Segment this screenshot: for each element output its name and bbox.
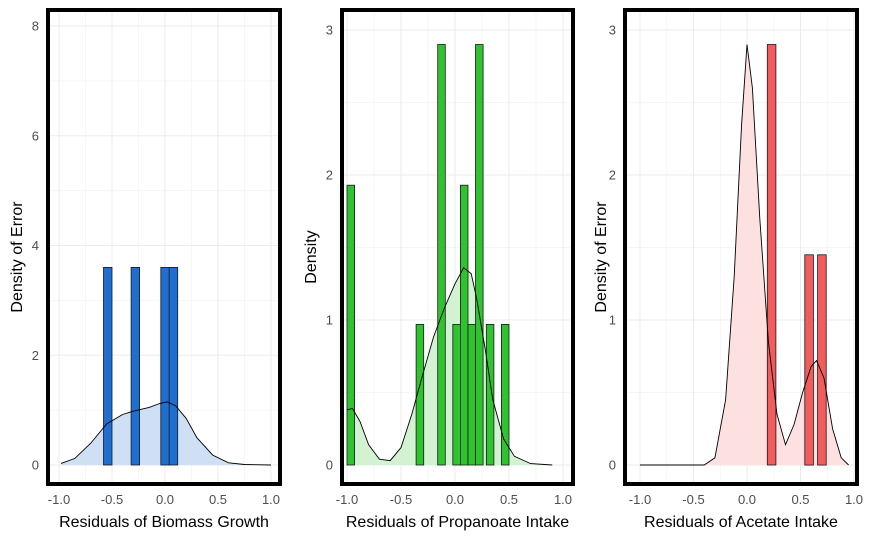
y-axis-title: Density of Error — [9, 201, 26, 313]
x-tick-label: -1.0 — [48, 492, 70, 507]
y-tick-label: 2 — [326, 168, 333, 183]
histogram-bar-6 — [467, 323, 476, 466]
histogram-bar-3 — [817, 254, 827, 466]
x-tick-label: 1.0 — [554, 492, 572, 507]
y-tick-label: 1 — [609, 313, 616, 328]
y-tick-label: 4 — [32, 238, 39, 253]
x-tick-label: -0.5 — [682, 492, 704, 507]
y-tick-label: 6 — [32, 128, 39, 143]
x-tick-label: -1.0 — [336, 492, 358, 507]
y-tick-label: 0 — [32, 458, 39, 473]
x-tick-label: 1.0 — [845, 492, 863, 507]
x-tick-label: 0.0 — [446, 492, 464, 507]
y-tick-label: 0 — [326, 458, 333, 473]
panel-1: -1.0 -0.5 0.0 0.5 1.0 0 2 4 6 8 Residuals of Bioma… — [9, 8, 282, 531]
y-axis-title: Density — [303, 230, 320, 283]
histogram-bar-1 — [766, 44, 777, 466]
plot-area — [60, 266, 272, 466]
histogram-bar-3 — [160, 266, 170, 466]
x-tick-label: -0.5 — [101, 492, 123, 507]
plot-area — [640, 44, 849, 466]
density-line — [346, 267, 553, 466]
x-tick-label: -1.0 — [629, 492, 651, 507]
histogram-bar-1 — [346, 184, 355, 466]
density-line — [60, 401, 272, 466]
y-tick-label: 2 — [32, 348, 39, 363]
y-tick-label: 3 — [609, 23, 616, 38]
y-axis-title: Density of Error — [593, 201, 610, 313]
y-tick-label: 0 — [609, 458, 616, 473]
histogram-bar-2 — [130, 266, 141, 466]
histogram-bar-8 — [485, 323, 495, 466]
panel-frame — [340, 8, 575, 486]
panel-frame — [46, 8, 282, 486]
x-tick-label: 1.0 — [262, 492, 280, 507]
density-area — [640, 44, 849, 465]
panel-frame — [623, 8, 859, 486]
histogram-bar-5 — [459, 184, 469, 466]
histogram-bar-4 — [168, 266, 179, 466]
y-tick-label: 3 — [326, 23, 333, 38]
x-axis-title: Residuals of Biomass Growth — [59, 514, 269, 531]
x-tick-label: 0.5 — [500, 492, 518, 507]
histogram-bar-7 — [475, 44, 484, 466]
plot-area — [346, 44, 553, 466]
histogram-bar-3 — [437, 44, 446, 466]
x-tick-label: 0.0 — [738, 492, 756, 507]
x-axis-title: Residuals of Propanoate Intake — [346, 514, 569, 531]
x-axis-title: Residuals of Acetate Intake — [644, 514, 838, 531]
panel-2: -1.0 -0.5 0.0 0.5 1.0 0 1 2 3 Residuals of Propan… — [303, 8, 575, 531]
y-tick-label: 8 — [32, 19, 39, 34]
x-tick-label: 0.5 — [791, 492, 809, 507]
histogram-bar-2 — [415, 323, 425, 466]
histogram-bar-9 — [500, 323, 510, 466]
panel-3: -1.0 -0.5 0.0 0.5 1.0 0 1 2 3 Residuals of Acetat… — [593, 8, 863, 531]
histogram-bar-2 — [804, 254, 814, 466]
density-area — [347, 267, 553, 465]
y-tick-label: 1 — [326, 313, 333, 328]
x-tick-label: 0.0 — [156, 492, 174, 507]
y-tick-label: 2 — [609, 168, 616, 183]
density-line — [640, 44, 849, 466]
x-tick-label: -0.5 — [390, 492, 412, 507]
x-tick-label: 0.5 — [209, 492, 227, 507]
histogram-bar-1 — [103, 266, 113, 466]
histogram-bar-4 — [452, 323, 461, 466]
